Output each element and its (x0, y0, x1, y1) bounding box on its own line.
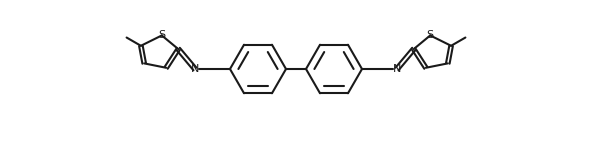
Text: S: S (158, 30, 165, 40)
Text: N: N (191, 64, 199, 74)
Text: S: S (426, 30, 433, 40)
Text: N: N (393, 64, 401, 74)
